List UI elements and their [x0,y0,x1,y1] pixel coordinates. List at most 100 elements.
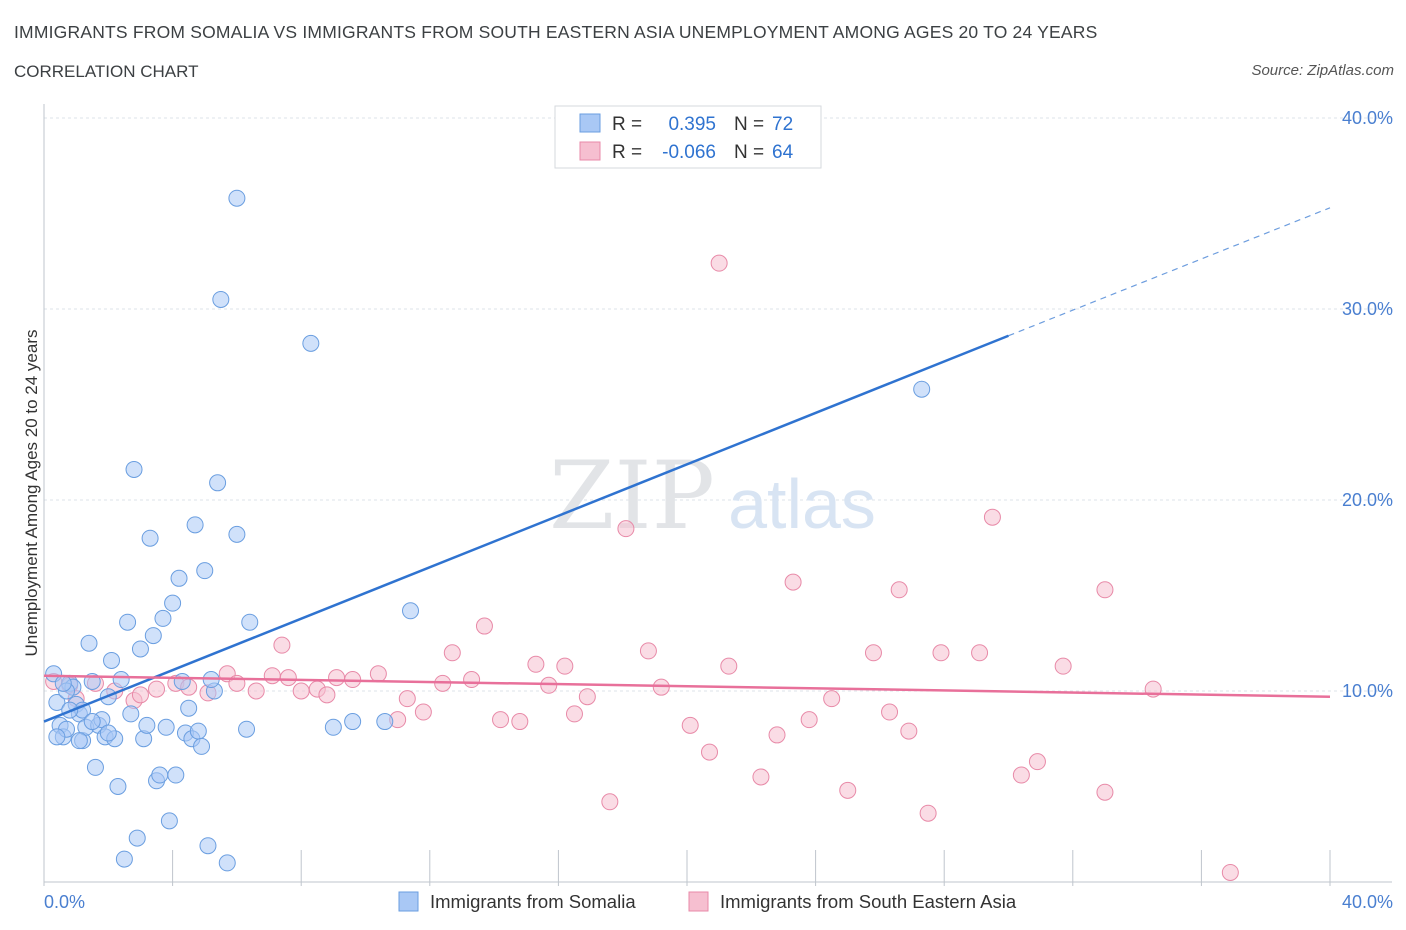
trend-lines [43,207,1331,723]
somalia-point [86,758,104,776]
south-eastern-asia-point [784,573,802,591]
somalia-point [144,627,162,645]
legend-r-label-2: R = [612,142,642,163]
somalia-point [167,766,185,784]
somalia-point [141,529,159,547]
somalia-point [228,189,246,207]
south-eastern-asia-point [701,743,719,761]
somalia-point [218,854,236,872]
legend-swatch-sea [579,141,601,161]
legend-n-value-2: 64 [772,142,794,163]
south-eastern-asia-point [578,688,596,706]
somalia-point [199,837,217,855]
somalia-point [344,713,362,731]
somalia-point [131,640,149,658]
somalia-point [151,766,169,784]
south-eastern-asia-point [1096,783,1114,801]
somalia-point [913,380,931,398]
somalia-point [302,334,320,352]
south-eastern-asia-point [148,680,166,698]
south-eastern-asia-point [800,711,818,729]
south-eastern-asia-point [1096,581,1114,599]
south-eastern-asia-point [932,644,950,662]
south-eastern-asia-point [565,705,583,723]
somalia-point [209,474,227,492]
somalia-point [119,613,137,631]
somalia-point [48,693,66,711]
south-eastern-asia-point [710,254,728,272]
chart-subtitle: CORRELATION CHART [14,62,199,81]
bottom-legend-swatch-somalia [398,891,419,912]
series-south-eastern-asia-points [45,254,1239,881]
y-axis-title: Unemployment Among Ages 20 to 24 years [22,330,41,657]
watermark-zip: ZIP [549,442,715,551]
somalia-point [112,671,130,689]
somalia-point [54,674,72,692]
somalia-point [83,713,101,731]
bottom-legend-label-sea: Immigrants from South Eastern Asia [720,891,1017,912]
south-eastern-asia-point [475,617,493,635]
somalia-point [186,516,204,534]
somalia-point [109,778,127,795]
south-eastern-asia-point [1221,863,1239,881]
south-eastern-asia-point [527,655,545,673]
somalia-point [160,812,178,830]
somalia-point [238,720,256,738]
somalia-point [70,732,88,750]
somalia-point [80,634,98,652]
south-eastern-asia-point [318,686,336,704]
south-eastern-asia-point [919,804,937,822]
south-eastern-asia-point [369,665,387,683]
south-eastern-asia-point [752,768,770,786]
south-eastern-asia-point [768,726,786,744]
south-eastern-asia-point [890,581,908,599]
south-eastern-asia-point [131,686,149,704]
bottom-legend-label-somalia: Immigrants from Somalia [430,891,636,912]
somalia-point [99,724,117,742]
y-tick-label-20: 20.0% [1342,490,1393,510]
somalia-point [241,613,259,631]
south-eastern-asia-point [1028,753,1046,771]
legend-r-label-1: R = [612,114,642,135]
south-eastern-asia-point [511,713,529,731]
south-eastern-asia-point [247,682,265,700]
source-credit: Source: ZipAtlas.com [1251,62,1394,79]
south-eastern-asia-point [617,520,635,538]
south-eastern-asia-point [556,657,574,675]
y-tick-label-30: 30.0% [1342,299,1393,319]
somalia-point [164,594,182,612]
somalia-point [212,290,230,308]
tick-labels: 10.0% 20.0% 30.0% 40.0% 0.0% 40.0% [44,108,1393,912]
somalia-trend-line [43,334,1009,723]
y-tick-label-40: 40.0% [1342,108,1393,128]
series-somalia-points [45,189,931,872]
legend-r-value-2: -0.066 [662,142,716,163]
south-eastern-asia-point [398,690,416,708]
somalia-point [180,699,198,717]
watermark: ZIP atlas [549,442,876,551]
south-eastern-asia-point [414,703,432,721]
somalia-point [157,718,175,736]
x-tick-label-max: 40.0% [1342,892,1393,912]
somalia-point [402,602,420,620]
south-eastern-asia-point [983,508,1001,526]
somalia-point [154,609,172,627]
south-eastern-asia-point [463,671,481,689]
somalia-trend-extension [1008,207,1331,337]
south-eastern-asia-point [652,678,670,696]
somalia-point [122,705,140,723]
south-eastern-asia-point [601,793,619,811]
legend-n-label-1: N = [734,114,764,135]
south-eastern-asia-point [492,711,510,729]
y-tick-label-10: 10.0% [1342,681,1393,701]
south-eastern-asia-point [881,703,899,721]
south-eastern-asia-point [279,669,297,687]
somalia-point [48,728,66,746]
somalia-point [173,672,191,690]
south-eastern-asia-point [443,644,461,662]
legend-swatch-somalia [579,113,601,133]
south-eastern-asia-point [639,642,657,660]
south-eastern-asia-point [681,716,699,734]
somalia-point [138,716,156,734]
legend-n-value-1: 72 [772,114,793,135]
